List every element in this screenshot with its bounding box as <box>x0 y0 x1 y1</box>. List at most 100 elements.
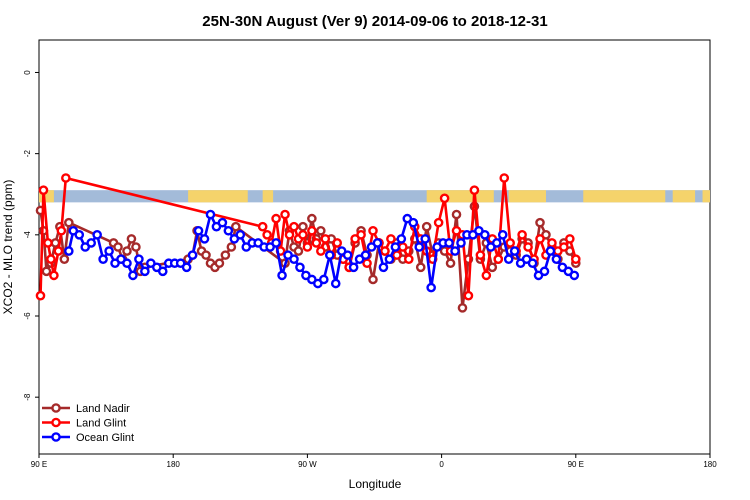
series-2-point-16 <box>157 266 168 277</box>
series-2-point-56 <box>396 234 407 244</box>
series-0-point-9 <box>113 242 123 252</box>
legend-label-0: Land Nadir <box>76 403 130 415</box>
series-2-point-13 <box>140 266 150 277</box>
series-2-point-36 <box>277 270 287 281</box>
series-2-point-82 <box>551 254 562 264</box>
series-0-point-35 <box>316 225 326 236</box>
series-0-point-2 <box>41 266 52 277</box>
series-2-point-26 <box>217 217 228 228</box>
legend-label-2: Ocean Glint <box>76 432 134 444</box>
series-0-point-13 <box>131 242 141 252</box>
series-2-point-75 <box>509 246 520 256</box>
series-2-point-10 <box>122 258 132 269</box>
land-mask-band <box>39 190 710 203</box>
series-2-point-80 <box>539 266 550 277</box>
series-2-point-5 <box>92 230 102 240</box>
series-1-point-51 <box>493 254 504 264</box>
legend-marker-0 <box>51 403 61 413</box>
series-1-point-63 <box>565 234 575 244</box>
series-1-point-6 <box>56 225 67 236</box>
series-2-point-4 <box>86 238 96 248</box>
series-0-point-64 <box>487 262 498 273</box>
series-1-point-32 <box>380 246 390 256</box>
series-1-point-2 <box>43 238 53 248</box>
series-2-point-61 <box>426 282 436 293</box>
series-1-point-52 <box>499 173 510 183</box>
series-2-point-74 <box>503 254 514 264</box>
series-2-point-81 <box>545 246 556 256</box>
legend-item-2: Ocean Glint <box>42 432 134 444</box>
series-2-point-11 <box>128 270 138 281</box>
series-2-point-12 <box>134 254 144 264</box>
series-1-point-24 <box>332 238 343 248</box>
legend-item-1: Land Glint <box>42 418 126 430</box>
series-2-point-66 <box>456 238 466 248</box>
series-2-point-52 <box>372 238 383 248</box>
y-tick-label-3: -6 <box>23 312 32 320</box>
x-axis: 90 E 180 90 W 0 90 E 180 <box>31 454 717 469</box>
land-band-segment-6 <box>672 190 696 203</box>
series-1-point-55 <box>517 230 527 240</box>
series-1-point-60 <box>547 238 557 248</box>
series-1-point-18 <box>302 242 313 252</box>
series-2-point-21 <box>187 250 198 260</box>
series-0-point-72 <box>535 217 545 228</box>
series-2-point-7 <box>104 246 114 256</box>
series-1-point-14 <box>284 230 295 240</box>
series-1-point-49 <box>481 270 492 281</box>
series-0-point-44 <box>368 274 378 285</box>
land-band-segment-1 <box>188 190 248 203</box>
x-tick-label-4: 90 E <box>568 460 584 469</box>
x-tick-label-5: 180 <box>703 460 717 469</box>
legend-item-0: Land Nadir <box>42 403 130 415</box>
series-1-point-28 <box>356 230 366 240</box>
series-1-point-9 <box>262 230 272 240</box>
land-band-segment-5 <box>583 190 666 203</box>
series-1-point-7 <box>61 173 71 183</box>
y-tick-label-1: -2 <box>23 150 32 158</box>
series-2-point-73 <box>497 230 508 240</box>
series-1-point-53 <box>505 238 515 248</box>
series-1-point-62 <box>559 242 569 252</box>
x-tick-label-2: 90 W <box>298 460 317 469</box>
series-1-point-29 <box>362 258 372 269</box>
series-0-point-33 <box>307 213 317 224</box>
x-tick-label-0: 90 E <box>31 460 47 469</box>
x-tick-label-1: 180 <box>167 460 181 469</box>
x-axis-label: Longitude <box>349 477 402 491</box>
series-0-point-6 <box>59 254 70 264</box>
legend: Land Nadir Land Glint Ocean Glint <box>42 403 134 444</box>
series-1-point-22 <box>320 234 331 244</box>
series-1-point-58 <box>535 234 545 244</box>
series-0-point-23 <box>214 258 225 269</box>
series-1-point-13 <box>280 209 290 220</box>
x-tick-label-3: 0 <box>439 460 444 469</box>
series-0-point-53 <box>421 221 432 232</box>
series-2-point-65 <box>450 246 460 256</box>
series-group <box>35 173 581 313</box>
y-tick-label-4: -8 <box>23 393 32 401</box>
series-2-point-35 <box>271 238 281 248</box>
y-axis-label: XCO2 - MLO trend (ppm) <box>1 180 15 315</box>
series-1-point-5 <box>53 246 64 256</box>
series-2 <box>64 209 580 293</box>
series-0-point-7 <box>64 217 74 228</box>
series-2-point-39 <box>295 262 305 273</box>
series-1-point-46 <box>463 290 474 301</box>
series-0-point-12 <box>126 234 137 244</box>
series-1-point-56 <box>523 242 533 252</box>
series-2-point-45 <box>330 278 341 289</box>
series-1-point-47 <box>469 185 480 195</box>
series-2-point-50 <box>360 250 371 260</box>
series-0-point-31 <box>298 221 308 232</box>
legend-marker-2 <box>51 432 61 442</box>
series-2-point-22 <box>193 225 204 236</box>
series-2-point-0 <box>64 246 74 256</box>
series-1-point-0 <box>35 290 46 301</box>
series-1-point-19 <box>307 225 317 236</box>
series-2-point-60 <box>420 234 430 244</box>
series-1-point-42 <box>439 193 450 204</box>
series-0-point-25 <box>226 242 237 252</box>
series-1-point-20 <box>311 238 322 248</box>
